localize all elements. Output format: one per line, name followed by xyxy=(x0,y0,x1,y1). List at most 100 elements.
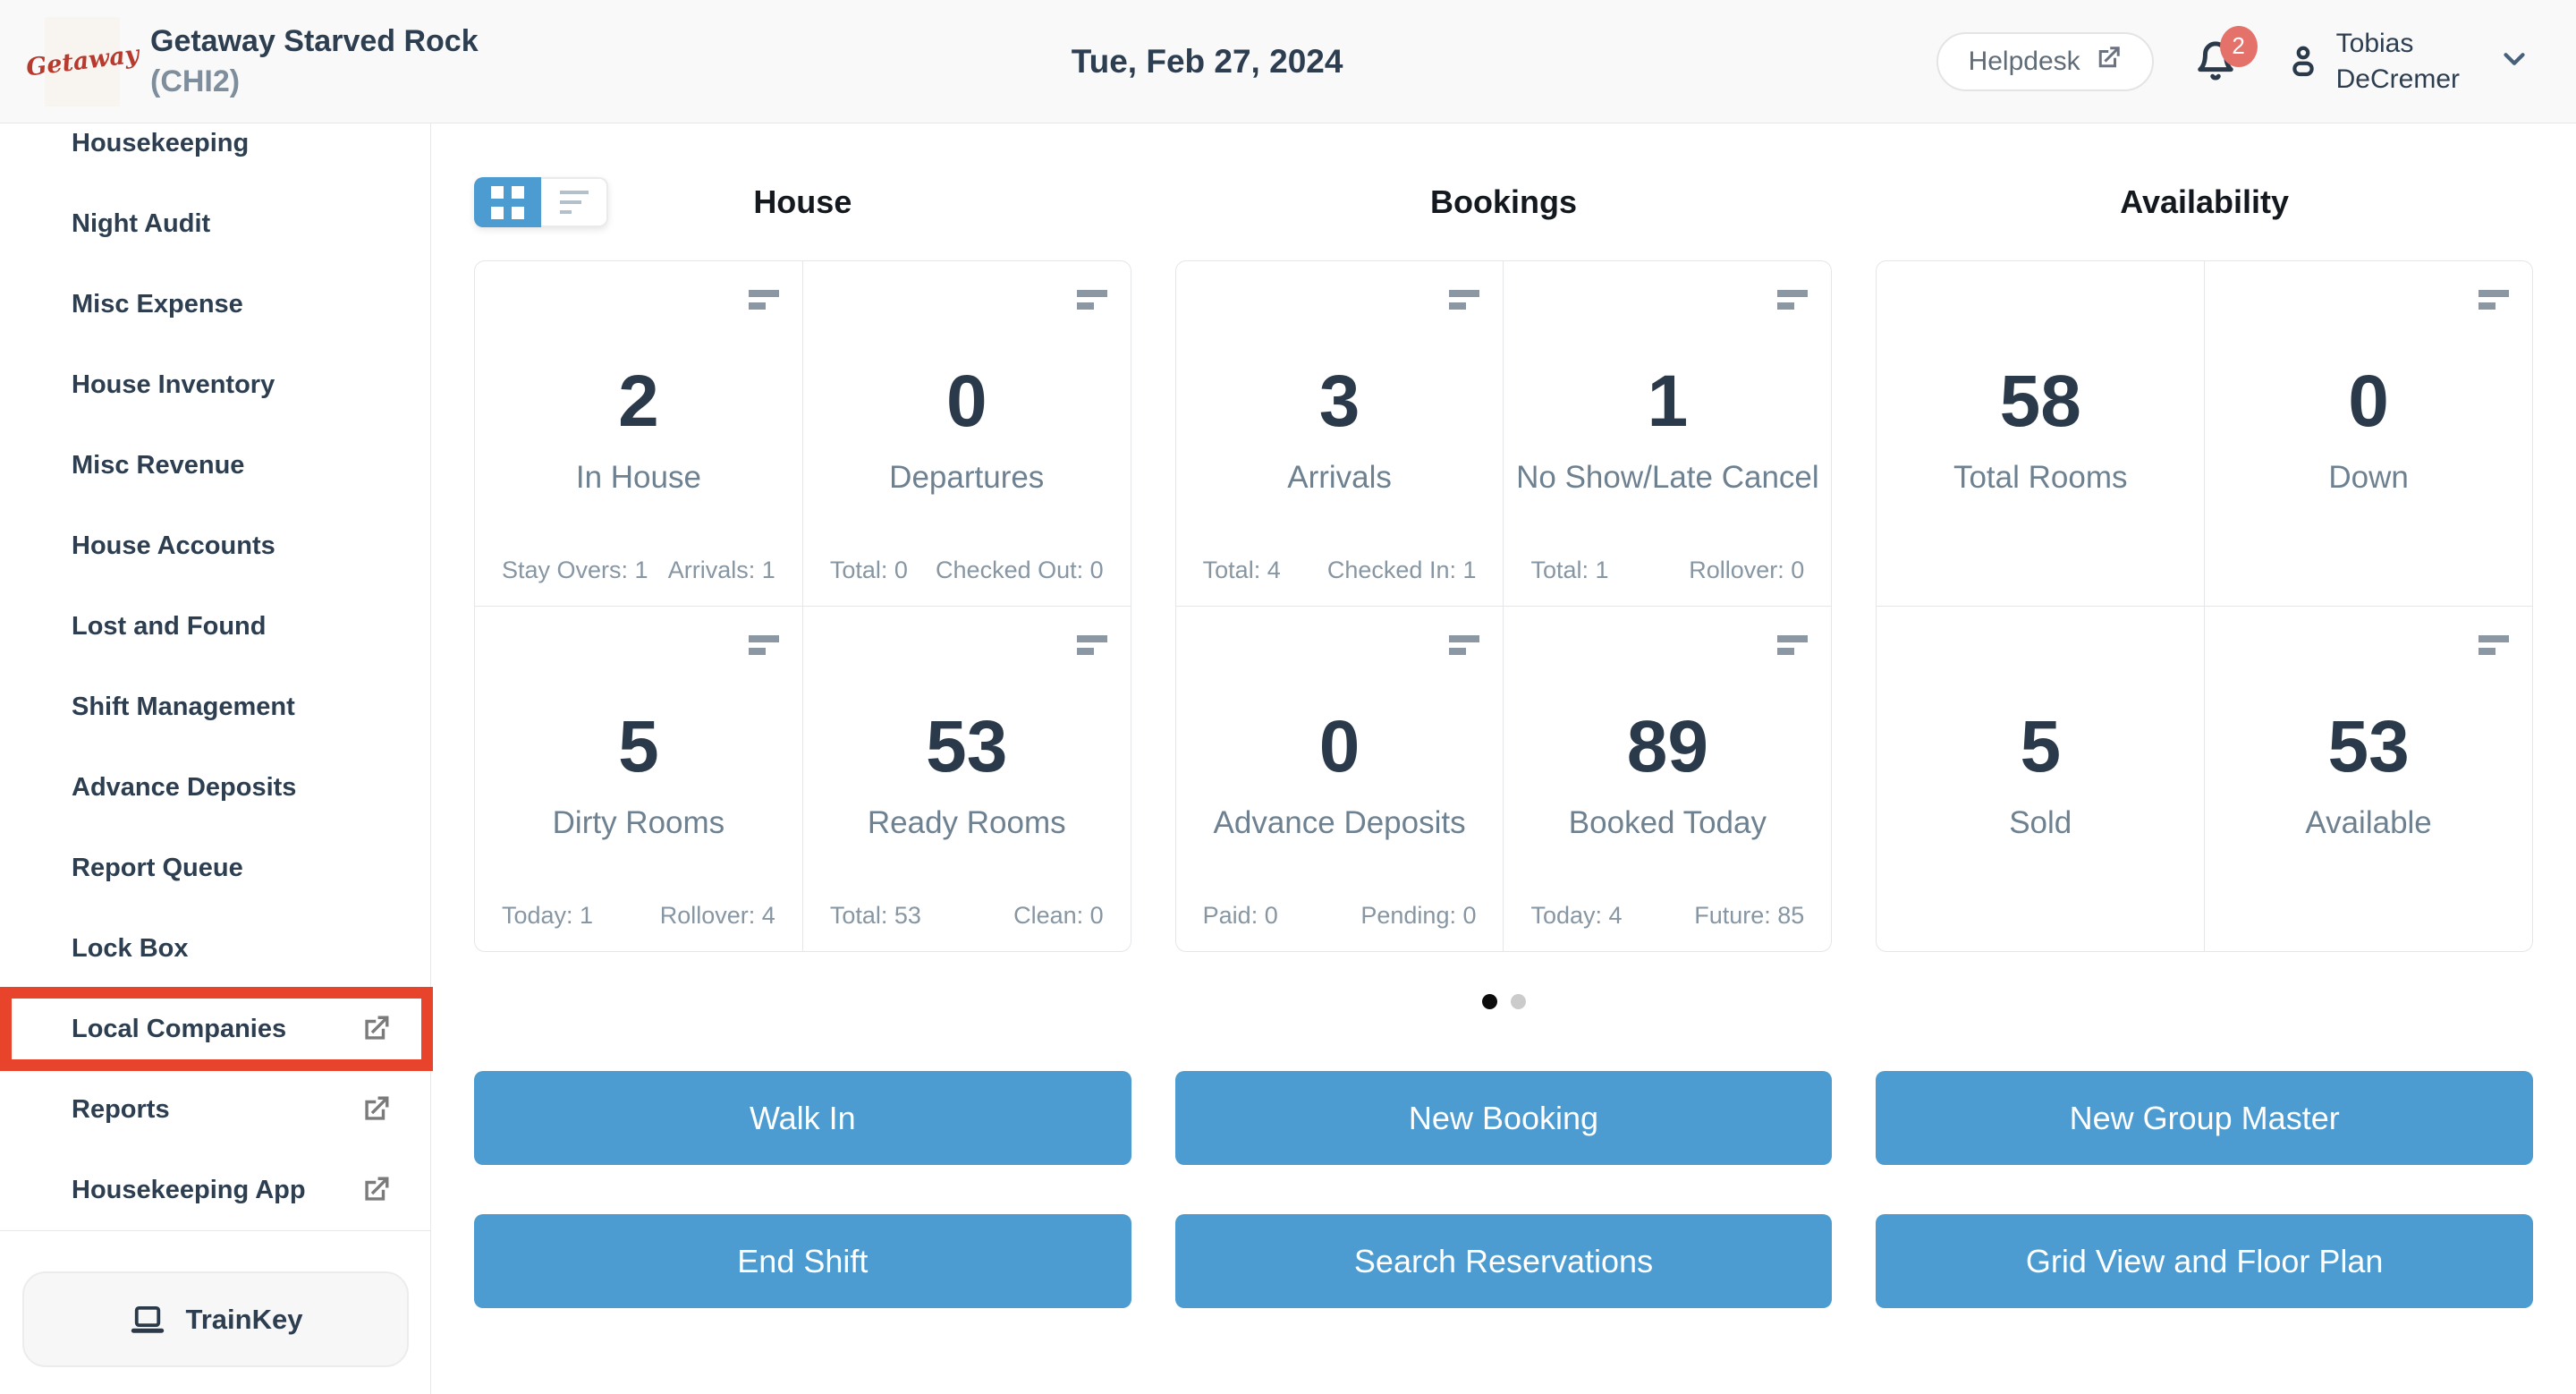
trainkey-button[interactable]: TrainKey xyxy=(22,1271,409,1367)
sidebar-item-report-queue[interactable]: Report Queue xyxy=(0,828,430,908)
card-total-rooms[interactable]: 58 Total Rooms xyxy=(1877,261,2205,606)
card-booked-today[interactable]: 89 Booked Today Today: 4 Future: 85 xyxy=(1504,607,1832,951)
sidebar-item-label: Advance Deposits xyxy=(72,772,297,802)
pagination-dot-2[interactable] xyxy=(1510,994,1526,1009)
card-stat: Checked Out: 0 xyxy=(936,557,1104,583)
card-label: In House xyxy=(575,460,701,495)
sidebar-item-label: Lock Box xyxy=(72,933,189,963)
sidebar-item-housekeeping-app[interactable]: Housekeeping App xyxy=(0,1150,430,1230)
sidebar-item-misc-revenue[interactable]: Misc Revenue xyxy=(0,425,430,506)
card-value: 0 xyxy=(2348,361,2389,442)
card-stats: Stay Overs: 1 Arrivals: 1 xyxy=(502,557,775,584)
pagination-dot-1[interactable] xyxy=(1481,994,1497,1009)
search-reservations-button[interactable]: Search Reservations xyxy=(1174,1214,1833,1308)
card-ready-rooms[interactable]: 53 Ready Rooms Total: 53 Clean: 0 xyxy=(802,607,1131,951)
card-menu-icon[interactable] xyxy=(1076,290,1107,310)
card-label: No Show/Late Cancel xyxy=(1516,460,1819,495)
bookings-header: Bookings xyxy=(1175,177,1833,227)
card-label: Advance Deposits xyxy=(1213,805,1466,840)
card-value: 53 xyxy=(926,706,1008,787)
card-menu-icon[interactable] xyxy=(748,290,779,310)
user-first-name: Tobias xyxy=(2335,28,2414,58)
card-menu-icon[interactable] xyxy=(1449,290,1480,310)
card-groups-row: 2 In House Stay Overs: 1 Arrivals: 1 0 D… xyxy=(474,260,2533,952)
card-no-show-late-cancel[interactable]: 1 No Show/Late Cancel Total: 1 Rollover:… xyxy=(1504,261,1832,606)
brand: Getaway Getaway Starved Rock (CHI2) xyxy=(24,16,479,106)
person-icon xyxy=(2292,46,2314,76)
laptop-icon xyxy=(131,1305,164,1333)
sidebar-item-housekeeping[interactable]: Housekeeping xyxy=(0,103,430,183)
sidebar-item-label: House Accounts xyxy=(72,531,275,560)
sidebar-item-label: Housekeeping xyxy=(72,128,250,157)
helpdesk-label: Helpdesk xyxy=(1968,46,2080,76)
card-advance-deposits[interactable]: 0 Advance Deposits Paid: 0 Pending: 0 xyxy=(1175,607,1504,951)
card-departures[interactable]: 0 Departures Total: 0 Checked Out: 0 xyxy=(802,261,1131,606)
card-sold[interactable]: 5 Sold xyxy=(1877,607,2205,951)
end-shift-button[interactable]: End Shift xyxy=(474,1214,1131,1308)
availability-header: Availability xyxy=(1876,177,2533,227)
sidebar-item-local-companies[interactable]: Local Companies xyxy=(0,989,430,1069)
sidebar-item-label: Night Audit xyxy=(72,208,211,238)
sidebar-item-label: Misc Expense xyxy=(72,289,243,319)
current-date: Tue, Feb 27, 2024 xyxy=(1071,42,1343,80)
list-view-button[interactable] xyxy=(541,177,608,227)
sidebar-item-reports[interactable]: Reports xyxy=(0,1069,430,1150)
grid-view-button[interactable] xyxy=(474,177,541,227)
chevron-down-icon[interactable] xyxy=(2497,42,2531,81)
card-stat: Total: 4 xyxy=(1202,557,1281,583)
card-menu-icon[interactable] xyxy=(2479,290,2509,310)
sidebar-item-advance-deposits[interactable]: Advance Deposits xyxy=(0,747,430,828)
card-menu-icon[interactable] xyxy=(1777,635,1809,655)
sidebar-item-house-accounts[interactable]: House Accounts xyxy=(0,506,430,586)
card-value: 1 xyxy=(1647,361,1689,442)
user-last-name: DeCremer xyxy=(2335,64,2460,94)
sidebar-item-label: Shift Management xyxy=(72,692,295,721)
action-buttons-row-1: Walk In New Booking New Group Master xyxy=(474,1071,2533,1165)
card-in-house[interactable]: 2 In House Stay Overs: 1 Arrivals: 1 xyxy=(475,261,802,606)
sidebar-item-label: Local Companies xyxy=(72,1014,287,1043)
card-arrivals[interactable]: 3 Arrivals Total: 4 Checked In: 1 xyxy=(1175,261,1504,606)
card-stats: Today: 4 Future: 85 xyxy=(1530,902,1804,930)
card-label: Available xyxy=(2305,805,2432,840)
card-menu-icon[interactable] xyxy=(1777,290,1809,310)
walk-in-button[interactable]: Walk In xyxy=(474,1071,1131,1165)
notifications-button[interactable]: 2 xyxy=(2195,25,2258,85)
card-label: Departures xyxy=(889,460,1045,495)
sidebar-item-label: Report Queue xyxy=(72,853,243,882)
card-label: Sold xyxy=(2009,805,2072,840)
card-stat: Pending: 0 xyxy=(1360,902,1477,929)
notification-badge: 2 xyxy=(2219,25,2258,67)
sidebar-item-label: House Inventory xyxy=(72,370,275,399)
card-menu-icon[interactable] xyxy=(1076,635,1107,655)
sidebar-item-shift-management[interactable]: Shift Management xyxy=(0,667,430,747)
sidebar-item-lock-box[interactable]: Lock Box xyxy=(0,908,430,989)
card-stat: Checked In: 1 xyxy=(1326,557,1477,583)
card-stat: Total: 1 xyxy=(1530,557,1609,583)
card-dirty-rooms[interactable]: 5 Dirty Rooms Today: 1 Rollover: 4 xyxy=(475,607,802,951)
card-menu-icon[interactable] xyxy=(1449,635,1480,655)
sidebar: Housekeeping Night Audit Misc Expense Ho… xyxy=(0,123,433,1394)
section-headers-row: House Bookings Availability xyxy=(474,177,2533,227)
sidebar-item-night-audit[interactable]: Night Audit xyxy=(0,183,430,264)
property-title-block: Getaway Starved Rock (CHI2) xyxy=(150,21,479,102)
card-down[interactable]: 0 Down xyxy=(2205,261,2532,606)
grid-view-floor-plan-button[interactable]: Grid View and Floor Plan xyxy=(1876,1214,2533,1308)
new-group-master-button[interactable]: New Group Master xyxy=(1876,1071,2533,1165)
sidebar-nav: Housekeeping Night Audit Misc Expense Ho… xyxy=(0,103,430,1230)
helpdesk-button[interactable]: Helpdesk xyxy=(1936,31,2154,91)
card-stats: Total: 0 Checked Out: 0 xyxy=(830,557,1104,584)
sidebar-item-house-inventory[interactable]: House Inventory xyxy=(0,344,430,425)
card-stat: Stay Overs: 1 xyxy=(502,557,648,583)
card-stat: Total: 0 xyxy=(829,557,908,583)
card-stat: Paid: 0 xyxy=(1202,902,1278,929)
user-menu[interactable]: Tobias DeCremer xyxy=(2284,26,2531,98)
card-available[interactable]: 53 Available xyxy=(2205,607,2532,951)
card-menu-icon[interactable] xyxy=(2479,635,2509,655)
pagination-dots xyxy=(474,994,2533,1009)
card-menu-icon[interactable] xyxy=(748,635,779,655)
header-right: Helpdesk 2 Tobias De xyxy=(1936,25,2531,98)
sidebar-item-lost-and-found[interactable]: Lost and Found xyxy=(0,586,430,667)
property-code: (CHI2) xyxy=(150,64,241,98)
sidebar-item-misc-expense[interactable]: Misc Expense xyxy=(0,264,430,344)
new-booking-button[interactable]: New Booking xyxy=(1174,1071,1833,1165)
